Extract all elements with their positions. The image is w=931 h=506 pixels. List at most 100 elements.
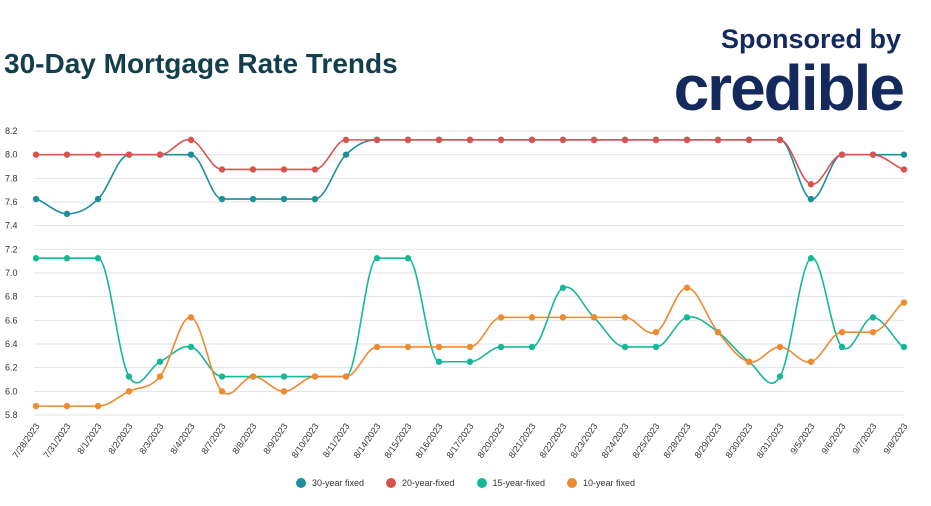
legend-label: 10-year fixed <box>583 478 636 488</box>
data-point <box>683 136 691 144</box>
data-point <box>63 210 71 218</box>
data-point <box>559 136 567 144</box>
data-point <box>838 328 846 336</box>
chart-legend: 30-year fixed 20-year-fixed 15-year-fixed 1… <box>0 478 931 488</box>
x-tick-label: 8/17/2023 <box>444 421 475 460</box>
data-point <box>745 358 753 365</box>
data-point <box>32 151 40 158</box>
legend-swatch-icon <box>476 478 487 488</box>
data-point <box>900 343 908 351</box>
x-tick-label: 8/3/2023 <box>137 421 165 455</box>
y-tick-label: 5.8 <box>5 410 18 420</box>
data-point <box>404 136 412 144</box>
x-tick-label: 8/7/2023 <box>199 421 227 455</box>
data-point <box>249 195 257 203</box>
x-tick-label: 7/28/2023 <box>10 421 41 460</box>
data-point <box>32 255 40 262</box>
x-tick-label: 8/2/2023 <box>106 421 134 455</box>
data-point <box>63 255 71 262</box>
data-point <box>63 402 71 410</box>
data-point <box>280 195 288 203</box>
data-point <box>373 255 381 262</box>
y-tick-label: 7.6 <box>5 197 18 207</box>
legend-item[interactable]: 15-year-fixed <box>476 478 545 488</box>
data-point <box>342 151 350 158</box>
y-tick-label: 6.2 <box>5 363 18 373</box>
legend-item[interactable]: 20-year-fixed <box>385 478 455 488</box>
data-point <box>807 255 815 262</box>
data-point <box>497 343 505 351</box>
data-point <box>559 314 567 321</box>
legend-swatch-icon <box>295 478 306 488</box>
data-point <box>745 136 753 144</box>
data-point <box>776 343 784 351</box>
data-point <box>590 136 598 144</box>
x-tick-label: 8/24/2023 <box>599 421 630 460</box>
x-tick-label: 8/22/2023 <box>537 421 568 460</box>
x-tick-label: 8/4/2023 <box>168 421 196 455</box>
y-tick-label: 8.2 <box>5 126 18 136</box>
y-tick-label: 8.0 <box>5 150 18 160</box>
y-tick-label: 7.2 <box>5 244 18 254</box>
data-point <box>187 136 195 144</box>
x-tick-label: 8/15/2023 <box>382 421 413 460</box>
data-point <box>435 136 443 144</box>
data-point <box>94 255 102 262</box>
data-point <box>249 166 257 173</box>
data-point <box>807 181 815 188</box>
data-point <box>869 328 877 336</box>
data-point <box>776 373 784 380</box>
x-tick-label: 8/9/2023 <box>261 421 289 455</box>
data-point <box>311 195 319 203</box>
x-tick-label: 8/25/2023 <box>630 421 661 460</box>
data-point <box>900 299 908 306</box>
data-point <box>807 195 815 203</box>
data-point <box>435 358 443 365</box>
data-point <box>342 136 350 144</box>
data-point <box>652 343 660 351</box>
y-tick-label: 6.8 <box>5 292 18 302</box>
data-point <box>652 136 660 144</box>
x-tick-label: 8/14/2023 <box>351 421 382 460</box>
legend-label: 30-year fixed <box>311 478 364 488</box>
x-tick-label: 8/21/2023 <box>506 421 537 460</box>
data-point <box>218 166 226 173</box>
x-tick-label: 8/23/2023 <box>568 421 599 460</box>
y-tick-label: 6.4 <box>5 339 18 349</box>
y-tick-label: 7.4 <box>5 221 18 231</box>
data-point <box>32 195 40 203</box>
data-point <box>621 343 629 351</box>
x-tick-label: 8/1/2023 <box>75 421 103 455</box>
data-point <box>280 388 288 395</box>
data-point <box>466 358 474 365</box>
x-tick-label: 8/30/2023 <box>723 421 754 460</box>
chart-title: 30-Day Mortgage Rate Trends <box>4 48 398 79</box>
data-point <box>404 255 412 262</box>
x-tick-label: 7/31/2023 <box>41 421 72 460</box>
data-point <box>683 314 691 321</box>
data-point <box>900 166 908 173</box>
data-point <box>311 166 319 173</box>
data-point <box>652 328 660 336</box>
data-point <box>125 373 133 380</box>
legend-item[interactable]: 10-year fixed <box>567 478 635 488</box>
data-point <box>497 314 505 321</box>
data-point <box>559 284 567 291</box>
data-point <box>187 151 195 158</box>
data-point <box>125 388 133 395</box>
data-point <box>528 314 536 321</box>
data-point <box>776 136 784 144</box>
legend-item[interactable]: 30-year fixed <box>295 478 364 488</box>
x-tick-label: 9/8/2023 <box>881 421 909 455</box>
y-tick-label: 7.8 <box>5 173 18 183</box>
data-point <box>280 166 288 173</box>
x-tick-label: 8/11/2023 <box>321 421 352 459</box>
x-tick-label: 9/6/2023 <box>819 421 847 455</box>
series-line <box>35 139 904 215</box>
credible-logo: credible <box>673 52 905 124</box>
data-point <box>404 343 412 351</box>
data-point <box>528 136 536 144</box>
x-tick-label: 8/29/2023 <box>692 421 723 460</box>
data-point <box>63 151 71 158</box>
